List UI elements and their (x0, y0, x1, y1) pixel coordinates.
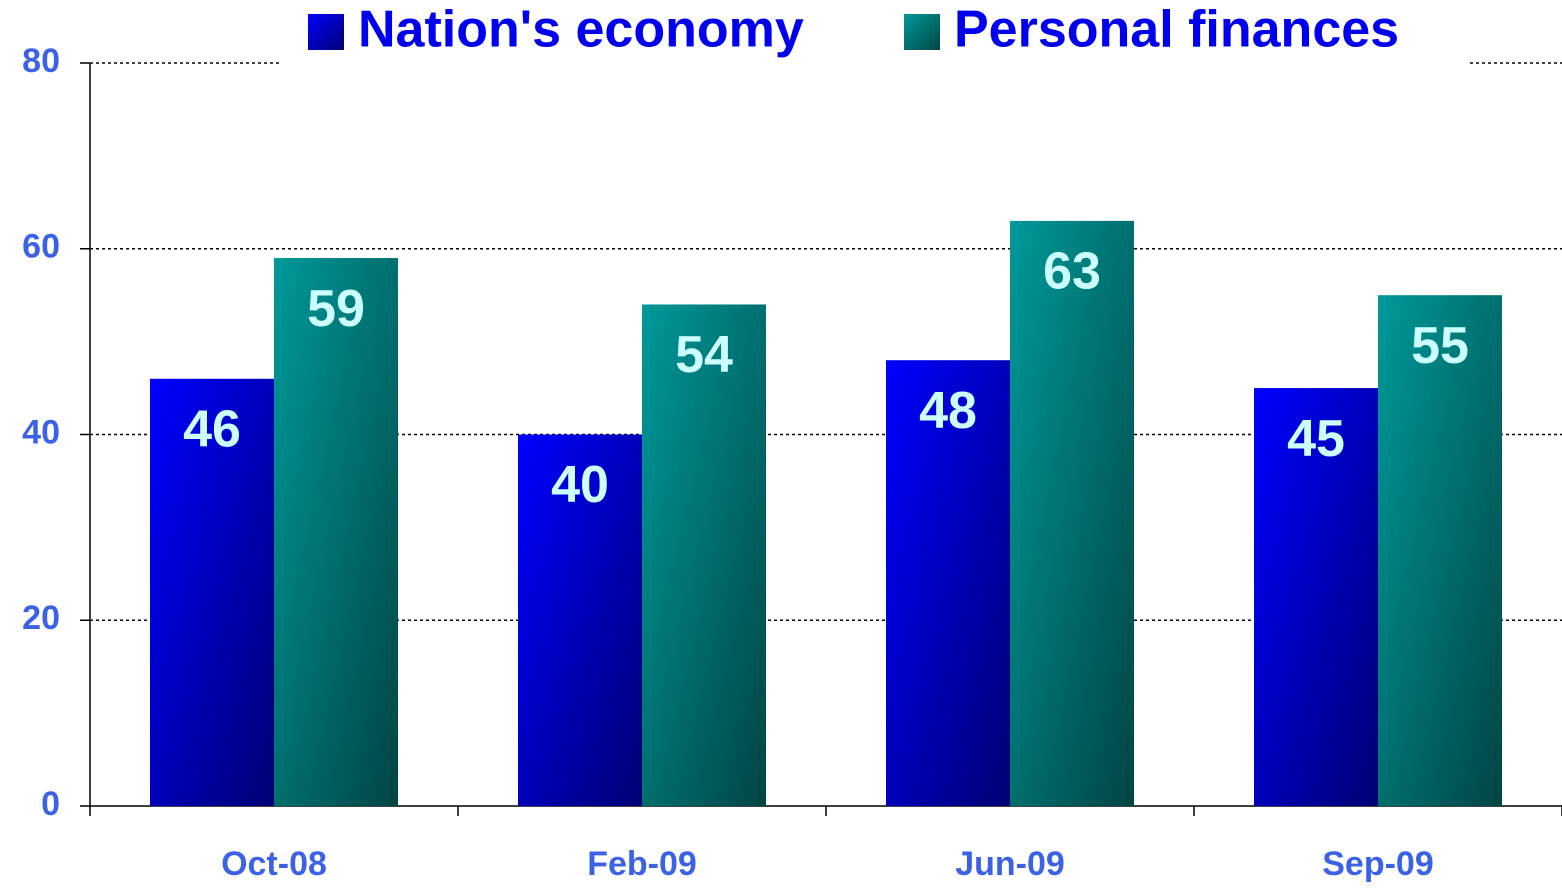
y-tick-label: 0 (41, 785, 60, 823)
x-tick-label: Jun-09 (955, 845, 1065, 883)
data-label: 45 (1287, 410, 1345, 468)
data-label: 55 (1411, 317, 1469, 375)
legend-label: Nation's economy (358, 1, 804, 59)
data-label: 63 (1043, 243, 1101, 301)
data-label: 54 (675, 326, 733, 384)
data-label: 40 (551, 456, 609, 514)
x-tick-label: Oct-08 (221, 845, 327, 883)
bar (886, 360, 1010, 806)
bar (1378, 295, 1502, 806)
legend-background (282, 0, 1470, 80)
data-label: 46 (183, 401, 241, 459)
legend-swatch (904, 14, 940, 50)
bar (642, 304, 766, 806)
y-tick-label: 40 (22, 413, 60, 451)
legend-swatch (308, 14, 344, 50)
data-label: 48 (919, 382, 977, 440)
y-tick-label: 80 (22, 42, 60, 80)
bar (1254, 388, 1378, 806)
bar (518, 434, 642, 806)
x-tick-label: Sep-09 (1322, 845, 1434, 883)
y-tick-label: 60 (22, 228, 60, 266)
bar (150, 378, 274, 806)
bar (274, 258, 398, 807)
bar (1010, 220, 1134, 806)
legend-label: Personal finances (954, 1, 1399, 59)
data-label: 59 (307, 280, 365, 338)
x-tick-label: Feb-09 (587, 845, 697, 883)
y-tick-label: 20 (22, 599, 60, 637)
